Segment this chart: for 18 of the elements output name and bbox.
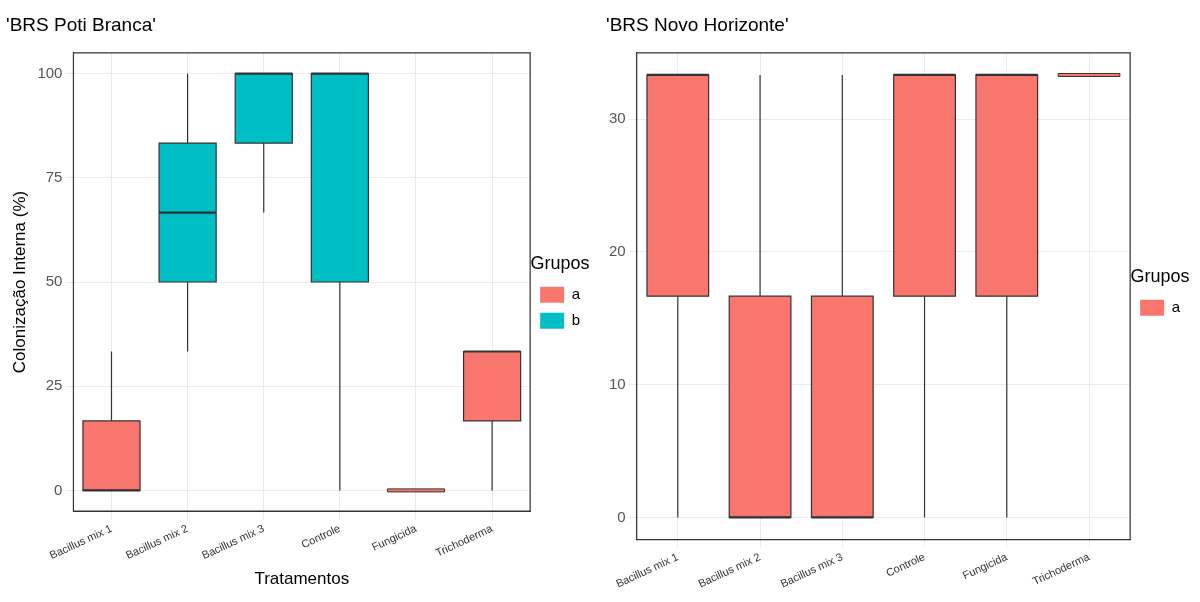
y-tick-label: 75 — [45, 167, 63, 185]
legend-label: a — [571, 284, 581, 302]
y-tick-label: 20 — [609, 242, 626, 260]
y-tick-label: 10 — [609, 374, 626, 392]
y-tick-label: 100 — [37, 63, 63, 81]
legend-title: Grupos — [1130, 266, 1190, 287]
legend-label: a — [1171, 297, 1181, 315]
x-axis-title: Tratamentos — [254, 569, 350, 589]
chart-title: 'BRS Poti Branca' — [6, 13, 156, 35]
legend-label: b — [571, 310, 580, 328]
y-tick-label: 25 — [45, 376, 63, 394]
y-axis-title: Colonização Interna (%) — [9, 190, 29, 374]
y-tick-label: 0 — [617, 507, 626, 525]
chart-title: 'BRS Novo Horizonte' — [606, 13, 789, 35]
legend-title: Grupos — [530, 253, 590, 274]
y-tick-label: 0 — [54, 480, 63, 498]
y-tick-label: 50 — [45, 272, 63, 290]
y-tick-label: 30 — [609, 109, 626, 127]
